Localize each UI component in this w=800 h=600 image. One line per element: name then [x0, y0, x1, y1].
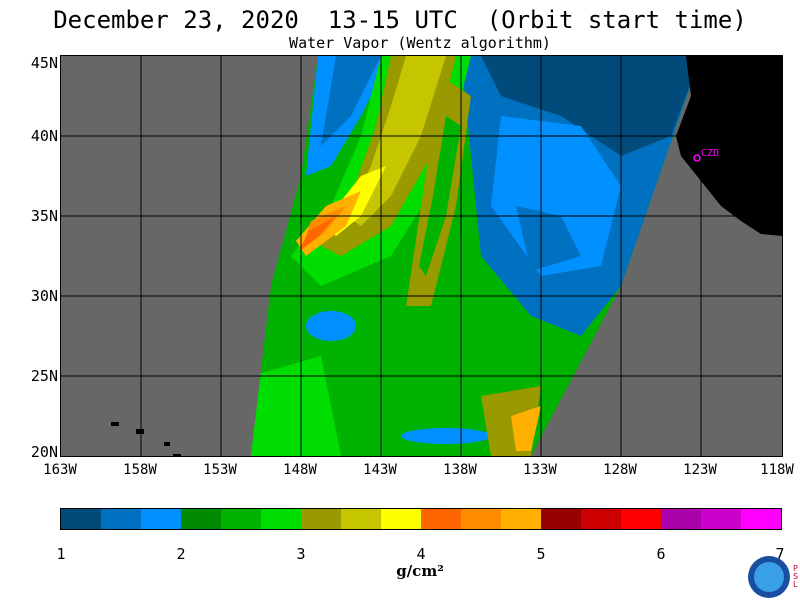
lon-label-133w: 133W — [523, 462, 557, 478]
colorbar-swatch — [221, 509, 261, 529]
lon-label-138w: 138W — [443, 462, 477, 478]
land-california — [676, 56, 782, 236]
lon-label-118w: 118W — [760, 462, 794, 478]
colorbar-tick-7: 7 — [775, 545, 785, 563]
lon-label-158w: 158W — [123, 462, 157, 478]
lat-label-45n: 45N — [30, 54, 58, 72]
land-hawaii-4 — [173, 454, 181, 456]
lat-label-20n: 20N — [30, 443, 58, 461]
colorbar-swatch — [581, 509, 621, 529]
colorbar-swatch — [61, 509, 101, 529]
colorbar-swatch — [741, 509, 781, 529]
station-marker — [693, 154, 701, 162]
colorbar-swatch — [141, 509, 181, 529]
lat-label-30n: 30N — [30, 287, 58, 305]
colorbar-swatch — [181, 509, 221, 529]
colorbar-tick-6: 6 — [656, 545, 666, 563]
colorbar-swatch — [341, 509, 381, 529]
lon-label-123w: 123W — [683, 462, 717, 478]
lat-label-40n: 40N — [30, 127, 58, 145]
colorbar-tick-1: 1 — [56, 545, 66, 563]
lon-label-163w: 163W — [43, 462, 77, 478]
lat-label-25n: 25N — [30, 367, 58, 385]
colorbar-swatch — [541, 509, 581, 529]
colorbar-tick-4: 4 — [416, 545, 426, 563]
land-hawaii-3 — [164, 442, 170, 446]
colorbar-swatch — [301, 509, 341, 529]
lon-label-128w: 128W — [603, 462, 637, 478]
lat-label-35n: 35N — [30, 207, 58, 225]
colorbar-swatch — [421, 509, 461, 529]
colorbar-swatch — [501, 509, 541, 529]
colorbar-swatch — [381, 509, 421, 529]
lon-label-148w: 148W — [283, 462, 317, 478]
lon-label-153w: 153W — [203, 462, 237, 478]
satellite-swath — [251, 56, 701, 456]
land-hawaii-2 — [136, 429, 144, 434]
map-canvas: CZD — [61, 56, 782, 456]
colorbar-swatch — [101, 509, 141, 529]
colorbar-tick-3: 3 — [296, 545, 306, 563]
graticule — [61, 56, 782, 456]
noaa-logo — [748, 556, 790, 598]
colorbar-unit-label: g/cm² — [396, 562, 444, 580]
colorbar-swatch — [701, 509, 741, 529]
map-subtitle: Water Vapor (Wentz algorithm) — [289, 34, 551, 52]
colorbar-tick-2: 2 — [176, 545, 186, 563]
colorbar-tick-5: 5 — [536, 545, 546, 563]
land-hawaii-1 — [111, 422, 119, 426]
map-title: December 23, 2020 13-15 UTC (Orbit start… — [53, 6, 747, 34]
colorbar — [60, 508, 782, 530]
lon-label-143w: 143W — [363, 462, 397, 478]
colorbar-swatch — [461, 509, 501, 529]
station-label: CZD — [701, 148, 719, 159]
colorbar-swatch — [621, 509, 661, 529]
water-vapor-map: CZD — [60, 55, 783, 457]
colorbar-swatch — [261, 509, 301, 529]
colorbar-swatch — [661, 509, 701, 529]
